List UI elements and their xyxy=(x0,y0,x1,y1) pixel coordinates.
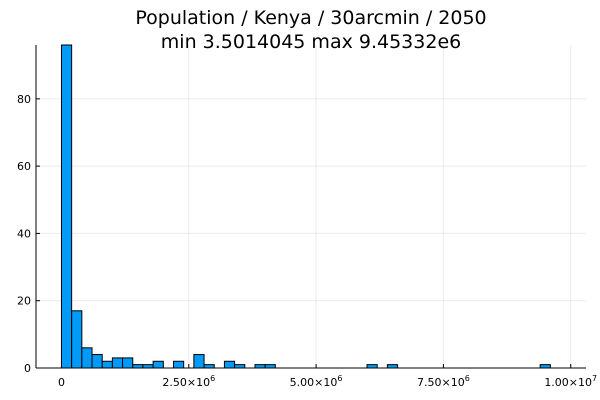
chart-title: Population / Kenya / 30arcmin / 2050 xyxy=(135,7,486,29)
tick-labels: 0 20 40 60 80 0 2.50×106 5.00×106 7.50×106 1.00×1… xyxy=(17,93,597,389)
histogram-bar xyxy=(223,360,236,369)
histogram-bar xyxy=(193,354,205,369)
x-tick-label: 5.00×106 xyxy=(290,374,343,389)
histogram-bar xyxy=(234,364,246,369)
x-tick-label: 7.50×106 xyxy=(417,374,470,389)
histogram-bar xyxy=(539,364,551,369)
chart-subtitle: min 3.5014045 max 9.45332e6 xyxy=(161,31,461,53)
y-tick-label: 20 xyxy=(17,295,31,308)
bars xyxy=(60,44,551,369)
histogram-bar xyxy=(203,364,215,369)
histogram-bar xyxy=(122,357,134,369)
histogram-bar xyxy=(101,360,113,369)
histogram-bar xyxy=(60,44,73,369)
y-tick-label: 60 xyxy=(17,160,31,173)
histogram-bar xyxy=(254,364,266,369)
axes xyxy=(35,45,586,369)
histogram-bar xyxy=(173,360,185,369)
y-tick-label: 0 xyxy=(24,362,31,375)
histogram-bar xyxy=(71,310,83,369)
x-tick-label: 1.00×107 xyxy=(544,374,597,389)
histogram-bar xyxy=(111,357,124,369)
histogram-bar xyxy=(132,364,144,369)
histogram-bar xyxy=(366,364,378,369)
histogram-bar xyxy=(142,364,154,369)
y-tick-label: 40 xyxy=(17,227,31,240)
x-tick-label: 0 xyxy=(58,376,65,389)
y-tick-label: 80 xyxy=(17,93,31,106)
histogram-bar xyxy=(81,347,93,369)
x-tick-label: 2.50×106 xyxy=(162,374,215,389)
histogram-bar xyxy=(91,354,103,369)
histogram-bar xyxy=(386,364,399,369)
histogram-bar xyxy=(264,364,276,369)
histogram-bar xyxy=(152,360,164,369)
grid xyxy=(36,45,586,369)
